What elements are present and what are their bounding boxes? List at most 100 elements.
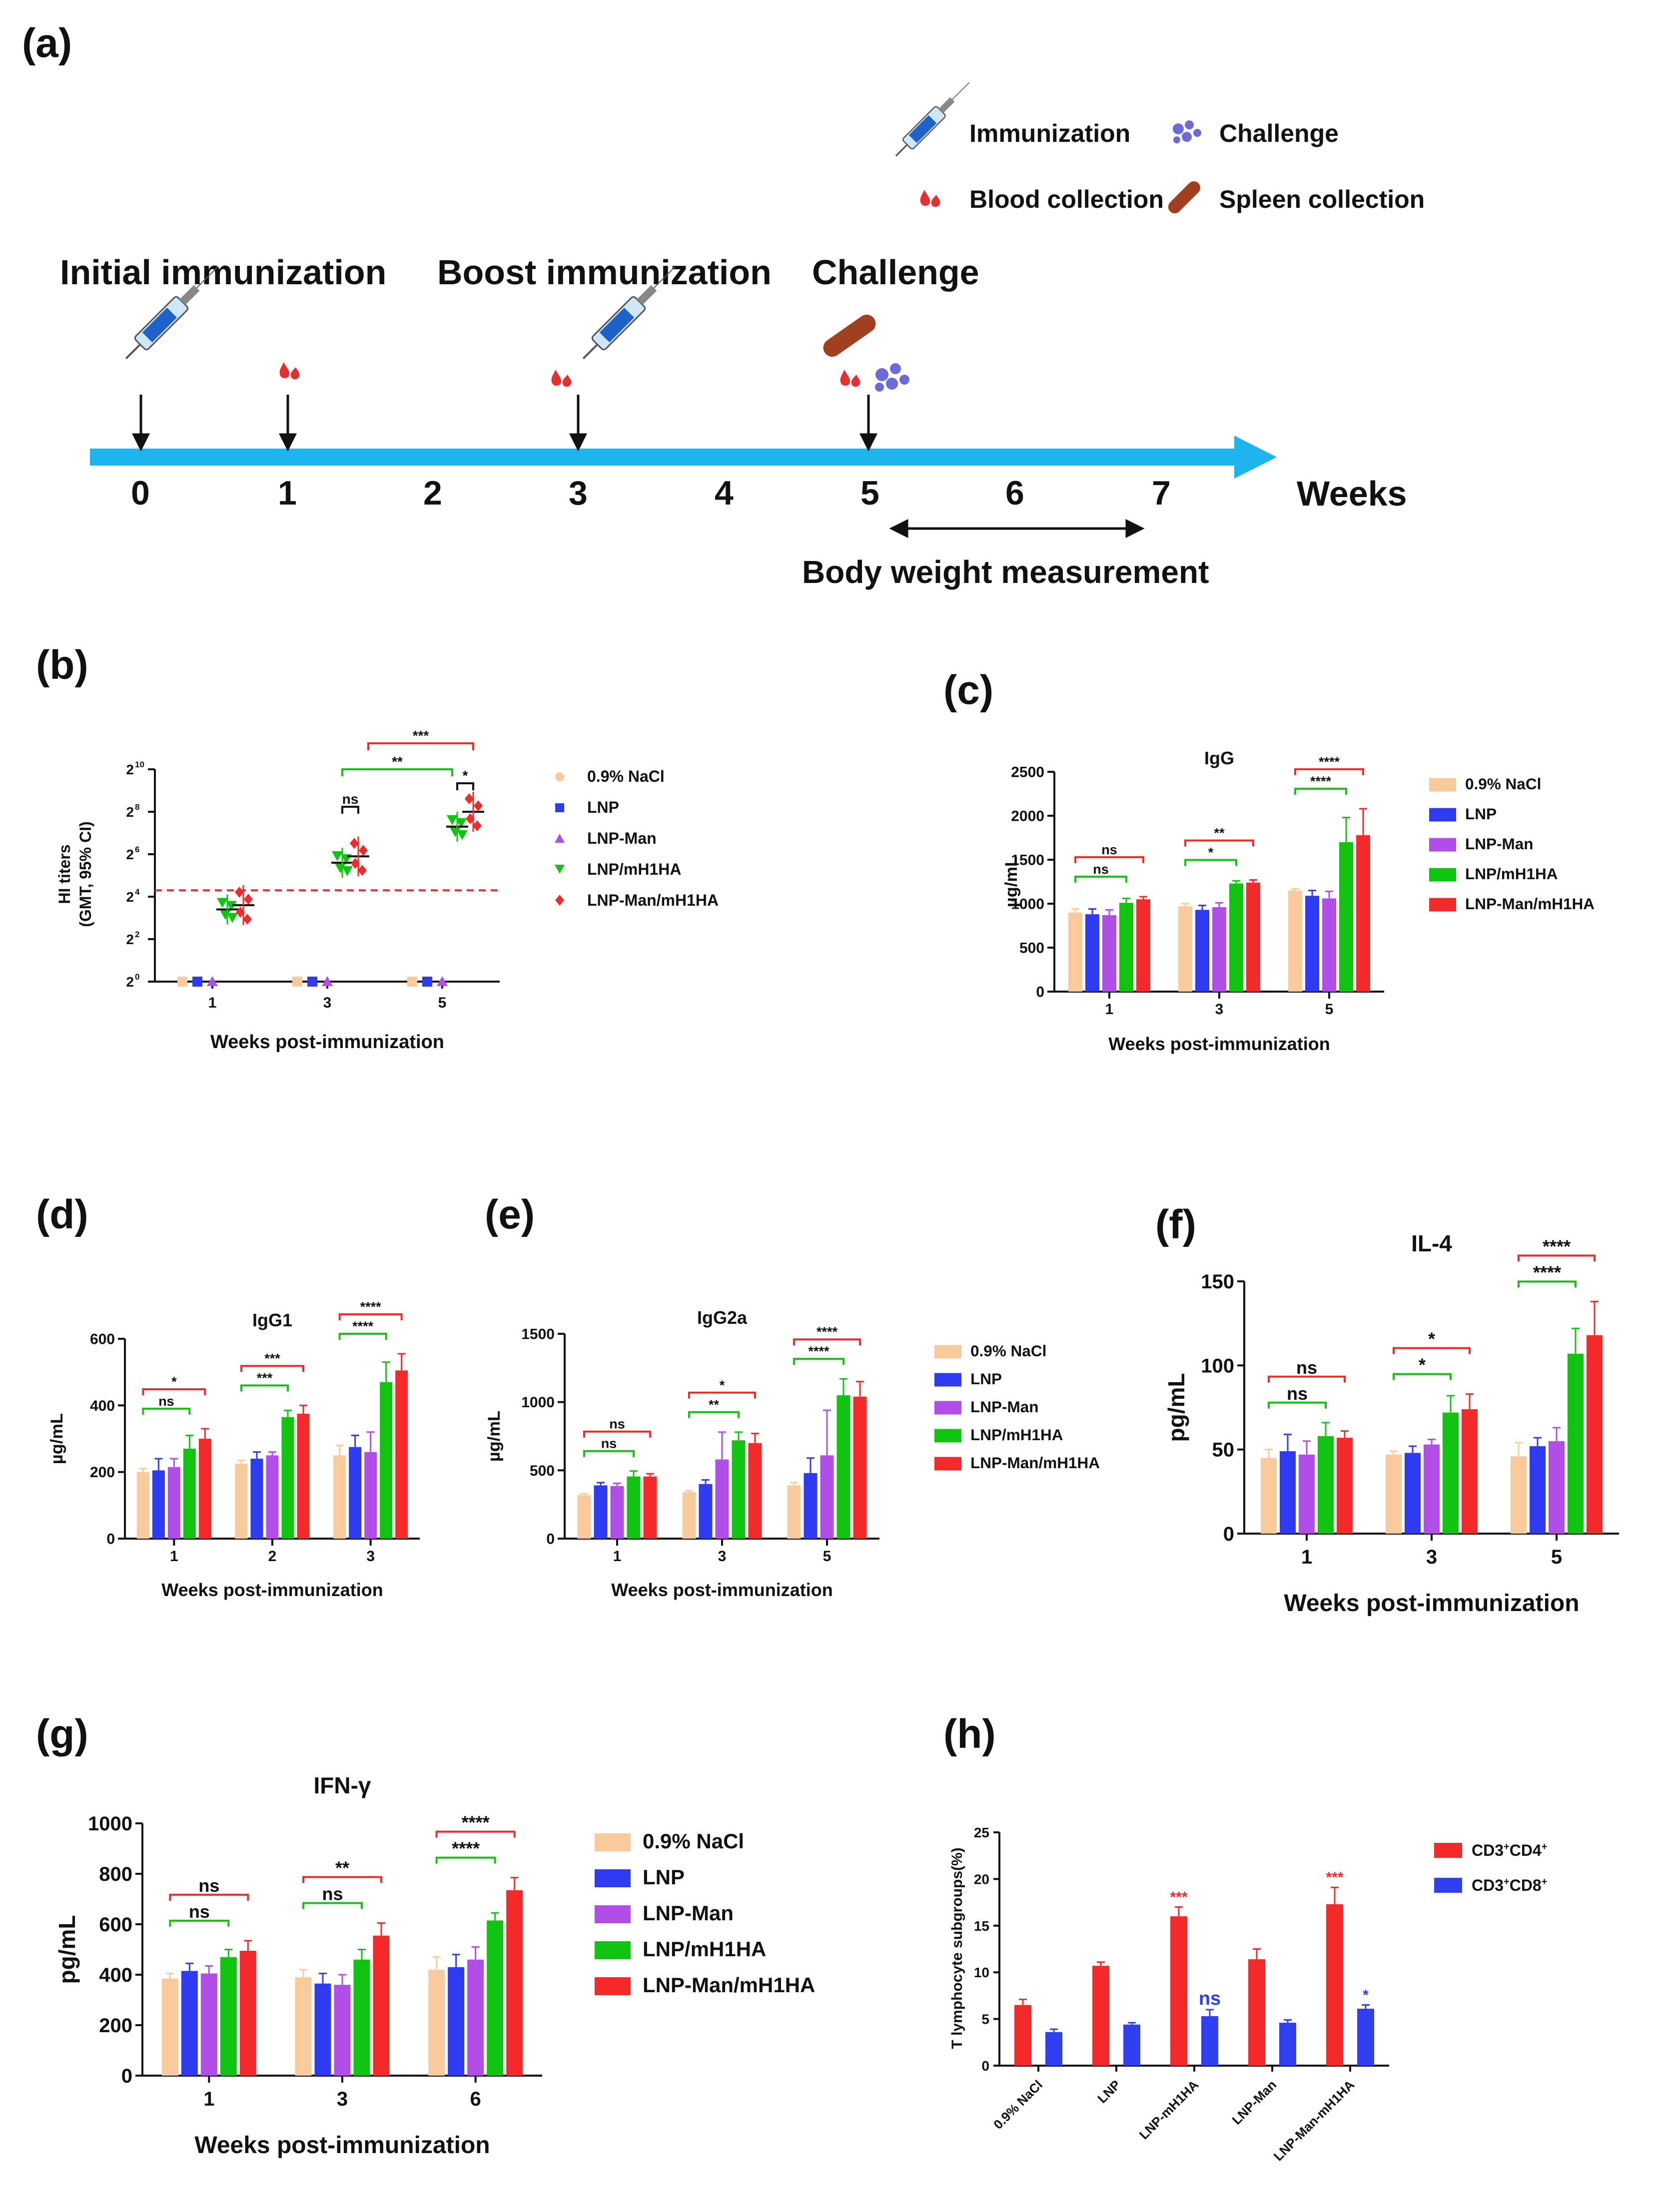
significance-label: * [720, 1378, 725, 1393]
legend-marker [555, 895, 564, 906]
week-label-3: 3 [569, 474, 588, 512]
week-label-0: 0 [131, 474, 150, 512]
significance-bracket [1074, 856, 1144, 863]
legend-swatch [595, 1941, 631, 1959]
legend-label-sup: + [1504, 1876, 1510, 1887]
bar [1318, 1436, 1334, 1534]
x-tick-label: 0.9% NaCl [990, 2077, 1045, 2132]
bar [1511, 1456, 1527, 1534]
significance-label: **** [1533, 1262, 1561, 1282]
y-tick-label: 50 [1212, 1439, 1235, 1461]
significance-label: * [1208, 845, 1214, 860]
legend-swatch [1429, 778, 1456, 792]
data-point [473, 820, 482, 831]
legend-label: LNP-Man [1465, 835, 1534, 853]
significance-bracket [1268, 1375, 1346, 1383]
bar [820, 1455, 834, 1539]
bar [1195, 910, 1209, 992]
data-point [217, 898, 228, 908]
significance-bracket [1268, 1401, 1327, 1409]
significance-label: * [171, 1374, 177, 1389]
bar [281, 1417, 294, 1539]
significance-bracket [169, 1893, 249, 1901]
legend-label: LNP/mH1HA [970, 1426, 1063, 1444]
week-label-4: 4 [715, 474, 734, 512]
bar [682, 1492, 696, 1539]
panel-label-d: (d) [36, 1192, 88, 1237]
bar [627, 1476, 641, 1539]
bar [467, 1959, 484, 2076]
x-tick-label: 5 [823, 1548, 831, 1565]
significance-label: *** [264, 1351, 280, 1366]
significance-label: *** [1170, 1889, 1187, 1905]
data-point [447, 815, 458, 825]
bar [1587, 1335, 1603, 1534]
legend-swatch [595, 1869, 631, 1887]
bar [239, 1951, 256, 2076]
legend-label: 0.9% NaCl [587, 767, 665, 785]
significance-label: ** [709, 1397, 720, 1412]
bar [643, 1476, 657, 1539]
data-point [292, 977, 302, 987]
bar [1462, 1409, 1478, 1534]
legend-label: CD3+CD8+ [1472, 1876, 1547, 1894]
chart-title: IFN-γ [314, 1772, 371, 1798]
blood-drop-icon [551, 370, 572, 387]
significance-label: **** [352, 1319, 374, 1334]
data-point [358, 865, 367, 876]
chart-g: IFN-γ 0 200 400 600 800 1000 1 ns ns 3 ns ** 6 **** ***… [54, 1772, 815, 2159]
legend-label: CD3+CD4+ [1472, 1841, 1547, 1859]
bar [853, 1396, 867, 1539]
data-point [235, 887, 244, 898]
significance-bracket [367, 742, 474, 750]
significance-bracket [435, 1830, 516, 1838]
blood-drop-icon [920, 190, 940, 207]
y-axis-label: T lymphocyte subgroups(%) [949, 1847, 965, 2049]
virus-icon [1173, 120, 1201, 143]
significance-label: * [1363, 1987, 1369, 2004]
legend-label: LNP-Man/mH1HA [587, 891, 719, 909]
significance-bracket [583, 1450, 635, 1457]
bar [732, 1440, 746, 1539]
legend-label: 0.9% NaCl [970, 1342, 1046, 1360]
legend-swatch [595, 1905, 631, 1923]
significance-label: **** [1543, 1236, 1571, 1256]
bar [1136, 899, 1150, 992]
bar [1045, 2032, 1062, 2066]
legend-label: LNP [643, 1865, 685, 1889]
significance-label: ns [1101, 842, 1117, 857]
bar [1248, 1959, 1265, 2066]
week-label-6: 6 [1005, 474, 1024, 512]
chart-e: IgG2a 0 500 1000 1500 1 ns ns 3 *** 5 **** **** Weeks… [485, 1307, 1100, 1600]
bar [748, 1443, 762, 1539]
significance-bracket [688, 1391, 756, 1399]
y-tick-label: 2 [126, 974, 134, 990]
significance-label: ** [335, 1857, 349, 1878]
legend-label: LNP-Man/mH1HA [970, 1454, 1100, 1472]
y-tick-label: 400 [99, 1964, 132, 1986]
timeline-bar [90, 449, 1239, 466]
data-point [207, 976, 218, 986]
y-tick-exponent: 8 [135, 802, 139, 812]
syringe-icon [895, 82, 970, 157]
bar [1299, 1454, 1315, 1534]
x-axis-label: Weeks post-immunization [194, 2132, 490, 2159]
y-tick-label: 1500 [521, 1326, 555, 1343]
bar [506, 1890, 523, 2076]
bar [715, 1459, 729, 1539]
week-label-5: 5 [860, 474, 879, 512]
y-tick-label: 0 [106, 1531, 115, 1548]
bar [333, 1455, 346, 1539]
bar [836, 1395, 850, 1539]
y-tick-label: 100 [1201, 1355, 1234, 1377]
syringe-icon [125, 266, 218, 360]
legend-spleen-label: Spleen collection [1219, 185, 1425, 213]
y-axis-label: pg/mL [1163, 1373, 1189, 1442]
legend-label: LNP-Man [970, 1398, 1039, 1416]
bar [235, 1464, 248, 1539]
significance-label: **** [1310, 774, 1332, 789]
week-label-7: 7 [1152, 474, 1171, 512]
significance-label: ns [1199, 1988, 1221, 2009]
significance-label: **** [817, 1324, 838, 1339]
x-tick-label: 3 [337, 2088, 348, 2110]
